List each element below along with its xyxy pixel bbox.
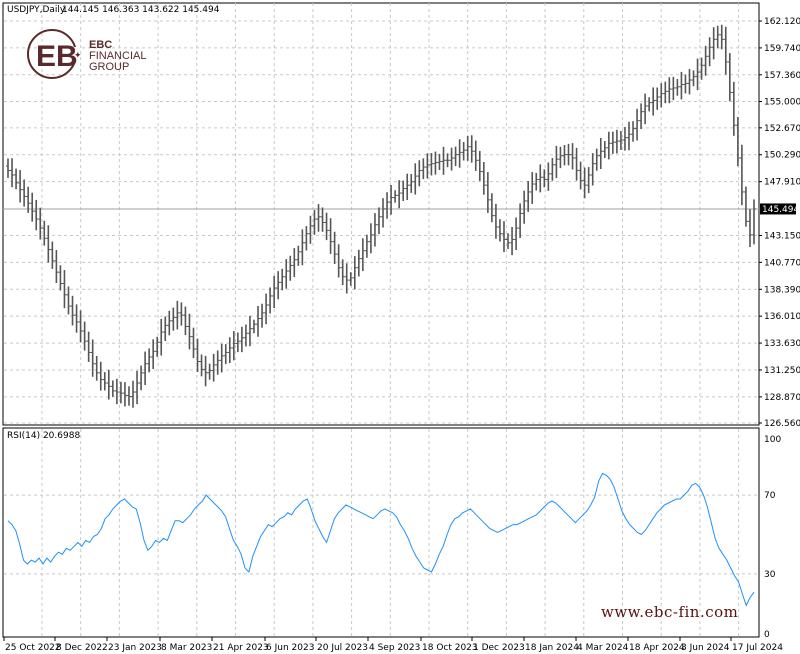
time-tick-label: 8 Dec 2022 bbox=[56, 643, 108, 653]
time-tick-label: 4 Mar 2024 bbox=[577, 643, 629, 653]
current-price-tag-bg bbox=[760, 203, 796, 215]
time-tick-label: 4 Sep 2023 bbox=[369, 643, 420, 653]
price-tick-label: 159.740 bbox=[764, 44, 800, 54]
price-tick-label: 136.010 bbox=[764, 312, 800, 322]
ebc-logo: EB ✦ EBC FINANCIAL GROUP bbox=[27, 29, 146, 79]
price-tick-label: 143.150 bbox=[764, 231, 800, 241]
watermark: www.ebc-fin.com bbox=[601, 603, 738, 621]
price-tick-label: 152.670 bbox=[764, 124, 800, 134]
price-tick-label: 155.000 bbox=[764, 97, 800, 107]
rsi-axis: 100 70 30 0 bbox=[764, 435, 781, 640]
price-tick-label: 131.250 bbox=[764, 366, 800, 376]
price-tick-label: 128.870 bbox=[764, 393, 800, 403]
logo-line1: EBC bbox=[89, 39, 112, 51]
time-tick-label: 18 Jan 2024 bbox=[525, 643, 579, 653]
time-tick-label: 17 Jul 2024 bbox=[732, 643, 783, 653]
price-tick-label: 140.770 bbox=[764, 258, 800, 268]
time-tick-label: 25 Oct 2022 bbox=[5, 643, 61, 653]
logo-line3: GROUP bbox=[89, 61, 129, 73]
price-tick-label: 162.120 bbox=[764, 17, 800, 27]
rsi-tick-label: 30 bbox=[764, 570, 776, 580]
logo-line2: FINANCIAL bbox=[89, 50, 146, 62]
price-tick-label: 133.630 bbox=[764, 339, 800, 349]
rsi-panel-frame bbox=[2, 427, 760, 638]
price-tick-label: 157.360 bbox=[764, 71, 800, 81]
time-tick-label: 23 Jan 2023 bbox=[108, 643, 162, 653]
time-tick-label: 21 Apr 2023 bbox=[213, 643, 269, 653]
rsi-label: RSI(14) 20.6988 bbox=[7, 431, 80, 441]
rsi-tick-label: 100 bbox=[764, 435, 781, 445]
time-tick-label: 8 Mar 2023 bbox=[161, 643, 212, 653]
time-tick-label: 18 Apr 2024 bbox=[629, 643, 685, 653]
price-bars bbox=[6, 24, 756, 408]
time-tick-label: 18 Oct 2023 bbox=[422, 643, 478, 653]
price-panel-frame bbox=[2, 2, 760, 426]
rsi-tick-label: 0 bbox=[764, 630, 770, 640]
time-tick-label: 20 Jul 2023 bbox=[317, 643, 368, 653]
logo-ring-gap bbox=[70, 47, 80, 61]
price-tick-label: 138.390 bbox=[764, 285, 800, 295]
time-tick-label: 1 Dec 2023 bbox=[473, 643, 525, 653]
logo-monogram: EB bbox=[36, 40, 78, 73]
rsi-line bbox=[7, 472, 755, 607]
price-tick-label: 126.560 bbox=[764, 419, 800, 429]
chart-ohlc: 144.145 146.363 143.622 145.494 bbox=[62, 5, 220, 15]
logo-star-icon: ✦ bbox=[74, 50, 82, 60]
chart-symbol: USDJPY,Daily bbox=[7, 5, 66, 15]
time-tick-label: 6 Jun 2023 bbox=[266, 643, 314, 653]
rsi-tick-label: 70 bbox=[764, 491, 776, 501]
time-tick-label: 3 Jun 2024 bbox=[681, 643, 730, 653]
price-grid bbox=[4, 3, 758, 424]
price-tick-label: 147.910 bbox=[764, 178, 800, 188]
price-tick-label: 150.290 bbox=[764, 151, 800, 161]
price-axis: 162.120 159.740 157.360 155.000 152.670 150.2… bbox=[759, 17, 800, 429]
rsi-grid bbox=[4, 429, 758, 636]
current-price-tag: 145.494 bbox=[762, 205, 799, 215]
